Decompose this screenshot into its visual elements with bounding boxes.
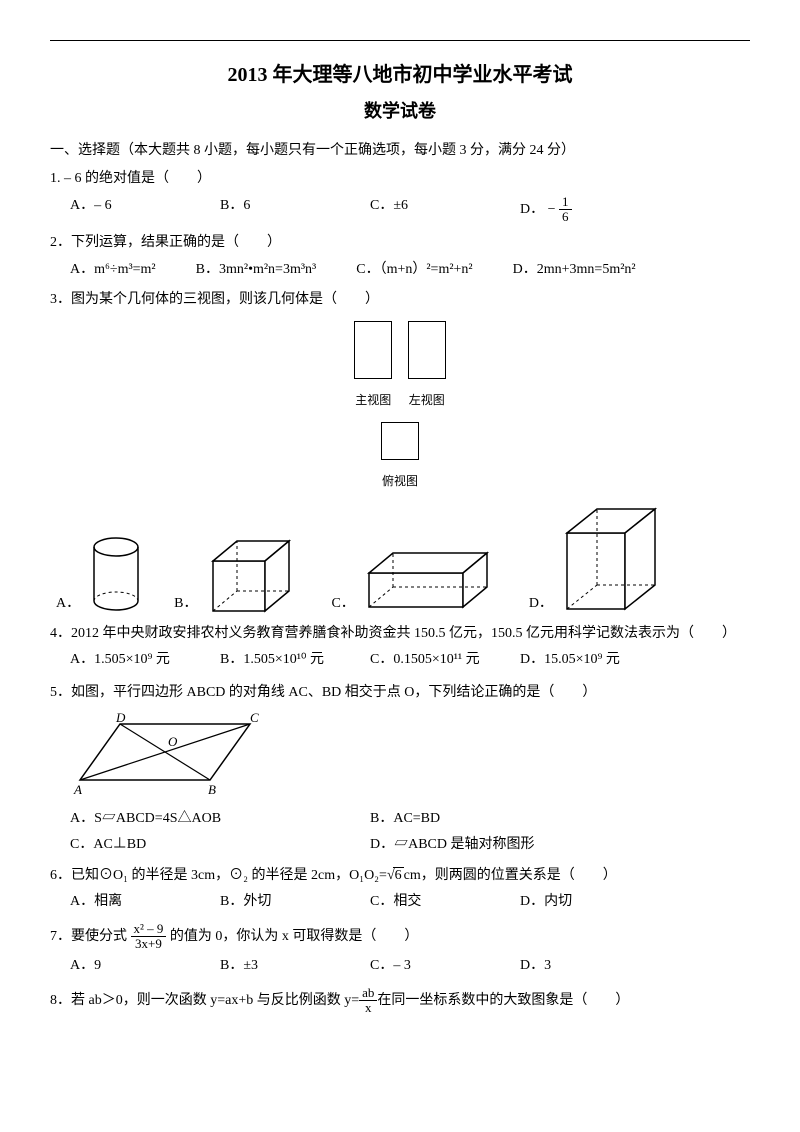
q5-D: D．▱ABCD 是轴对称图形: [370, 834, 670, 856]
q7-C: C．– 3: [370, 955, 520, 977]
q3-D-label: D．: [529, 593, 553, 615]
section-1-heading: 一、选择题（本大题共 8 小题，每小题只有一个正确选项，每小题 3 分，满分 2…: [50, 140, 750, 162]
q7-frac: x² – 9 3x+9: [131, 922, 167, 952]
q1-D-num: 1: [559, 195, 572, 210]
page-subtitle: 数学试卷: [50, 97, 750, 126]
q2-B: B．3mn²•m²n=3m³n³: [196, 259, 317, 281]
q3-views-2: 俯视图: [50, 422, 750, 493]
q4-B: B．1.505×10¹⁰ 元: [220, 649, 370, 671]
q6-C: C．相交: [370, 891, 520, 913]
cube-icon: [203, 535, 303, 615]
q5-stem: 5．如图，平行四边形 ABCD 的对角线 AC、BD 相交于点 O，下列结论正确…: [50, 682, 750, 704]
q6-D: D．内切: [520, 891, 670, 913]
q7-pre: 7．要使分式: [50, 929, 127, 944]
q4-D: D．15.05×10⁹ 元: [520, 649, 670, 671]
q1-A: A．– 6: [70, 195, 220, 225]
q8-num: ab: [359, 986, 377, 1001]
q7-post: 的值为 0，你认为 x 可取得数是（ ）: [170, 929, 419, 944]
q7-B: B．±3: [220, 955, 370, 977]
q8-post: 在同一坐标系数中的大致图象是（ ）: [377, 993, 629, 1008]
q5-figure: D C A B O: [50, 710, 750, 800]
q3-D: D．: [529, 505, 669, 615]
front-view-label: 主视图: [354, 391, 392, 410]
q1-D: D． − 1 6: [520, 195, 670, 225]
cylinder-icon: [86, 535, 146, 615]
q2-D: D．2mn+3mn=5m²n²: [513, 259, 636, 281]
q6-rad: 6: [393, 867, 404, 883]
q7-A: A．9: [70, 955, 220, 977]
top-rule: [50, 40, 750, 41]
front-view-rect: [354, 321, 392, 379]
q3-B: B．: [174, 535, 303, 615]
q1-stem: 1. – 6 的绝对值是（ ）: [50, 168, 750, 190]
lbl-C: C: [250, 710, 259, 725]
q8-stem: 8．若 ab＞0，则一次函数 y=ax+b 与反比例函数 y= ab x 在同一…: [50, 986, 750, 1016]
q3-options: A． B． C． D．: [56, 505, 750, 615]
q7-D: D．3: [520, 955, 670, 977]
q7-options: A．9 B．±3 C．– 3 D．3: [70, 955, 750, 977]
q3-A-label: A．: [56, 593, 80, 615]
q5-options: A．S▱ABCD=4S△AOB B．AC=BD C．AC⊥BD D．▱ABCD …: [70, 806, 750, 859]
q3-C: C．: [331, 545, 500, 615]
left-view-rect: [408, 321, 446, 379]
q7-den: 3x+9: [131, 937, 167, 951]
lbl-A: A: [73, 782, 82, 797]
q1-C: C．±6: [370, 195, 520, 225]
q2-A: A．m⁶÷m³=m²: [70, 259, 156, 281]
q2-C: C．（m+n）²=m²+n²: [356, 259, 472, 281]
q6-pre: 6．已知⊙O₁ 的半径是 3cm，⊙₂ 的半径是 2cm，O₁O₂=: [50, 868, 387, 883]
q6-A: A．相离: [70, 891, 220, 913]
q2-options: A．m⁶÷m³=m² B．3mn²•m²n=3m³n³ C．（m+n）²=m²+…: [70, 259, 750, 281]
q6-options: A．相离 B．外切 C．相交 D．内切: [70, 891, 750, 913]
left-view: 左视图: [408, 321, 446, 410]
lbl-O: O: [168, 734, 178, 749]
q7-num: x² – 9: [131, 922, 167, 937]
lbl-B: B: [208, 782, 216, 797]
cuboid-flat-icon: [361, 545, 501, 615]
q3-stem: 3．图为某个几何体的三视图，则该几何体是（ ）: [50, 289, 750, 311]
q1-D-neg: −: [548, 202, 556, 217]
q1-B: B．6: [220, 195, 370, 225]
q1-options: A．– 6 B．6 C．±6 D． − 1 6: [70, 195, 750, 225]
q8-pre: 8．若 ab＞0，则一次函数 y=ax+b 与反比例函数 y=: [50, 993, 359, 1008]
q1-D-frac: 1 6: [559, 195, 572, 225]
q2-stem: 2．下列运算，结果正确的是（ ）: [50, 232, 750, 254]
top-view: 俯视图: [381, 422, 419, 491]
q1-D-pre: D．: [520, 202, 544, 217]
sqrt-icon: 6: [387, 865, 404, 887]
top-view-rect: [381, 422, 419, 460]
cuboid-tall-icon: [559, 505, 669, 615]
front-view: 主视图: [354, 321, 392, 410]
page-title: 2013 年大理等八地市初中学业水平考试: [50, 59, 750, 91]
q8-den: x: [359, 1001, 377, 1015]
q5-B: B．AC=BD: [370, 808, 670, 830]
q6-stem: 6．已知⊙O₁ 的半径是 3cm，⊙₂ 的半径是 2cm，O₁O₂= 6cm，则两…: [50, 865, 750, 887]
q3-views: 主视图 左视图: [50, 321, 750, 412]
q7-stem: 7．要使分式 x² – 9 3x+9 的值为 0，你认为 x 可取得数是（ ）: [50, 922, 750, 952]
q4-options: A．1.505×10⁹ 元 B．1.505×10¹⁰ 元 C．0.1505×10…: [70, 649, 750, 671]
q6-post: cm，则两圆的位置关系是（ ）: [404, 868, 617, 883]
top-view-label: 俯视图: [381, 472, 419, 491]
lbl-D: D: [115, 710, 126, 725]
q8-frac: ab x: [359, 986, 377, 1016]
q4-A: A．1.505×10⁹ 元: [70, 649, 220, 671]
q3-C-label: C．: [331, 593, 354, 615]
q4-stem: 4．2012 年中央财政安排农村义务教育营养膳食补助资金共 150.5 亿元，1…: [50, 623, 750, 645]
q4-C: C．0.1505×10¹¹ 元: [370, 649, 520, 671]
q3-A: A．: [56, 535, 146, 615]
q5-A: A．S▱ABCD=4S△AOB: [70, 808, 370, 830]
q6-B: B．外切: [220, 891, 370, 913]
q5-C: C．AC⊥BD: [70, 834, 370, 856]
q3-B-label: B．: [174, 593, 197, 615]
parallelogram-icon: D C A B O: [50, 710, 280, 800]
left-view-label: 左视图: [408, 391, 446, 410]
q1-D-den: 6: [559, 210, 572, 224]
